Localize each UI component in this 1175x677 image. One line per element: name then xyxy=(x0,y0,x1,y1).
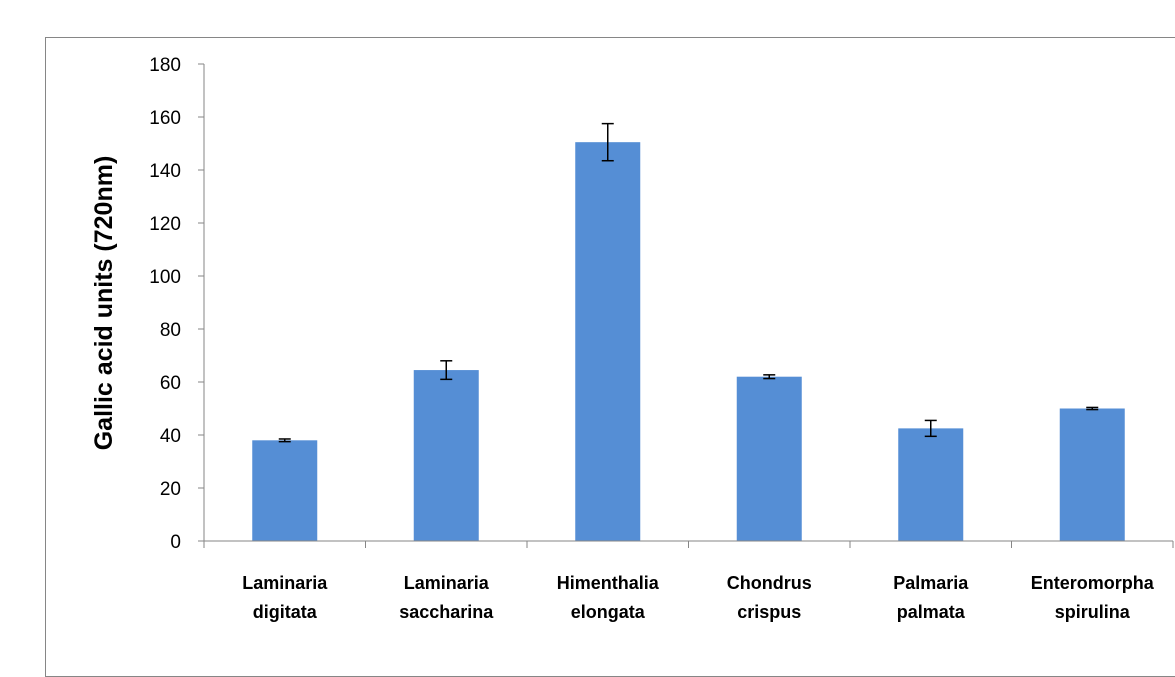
y-tick-label: 0 xyxy=(170,532,181,553)
y-tick-label: 160 xyxy=(149,108,181,129)
category-label: Palmaria palmata xyxy=(893,573,969,622)
category-label: Enteromorpha spirulina xyxy=(1031,573,1155,622)
y-tick-label: 60 xyxy=(160,373,181,394)
bar xyxy=(736,376,802,541)
bars xyxy=(252,122,1125,542)
y-tick-label: 80 xyxy=(160,320,181,341)
y-tick-label: 140 xyxy=(149,161,181,182)
bar xyxy=(1059,408,1125,541)
category-label: Chondrus crispus xyxy=(727,573,812,622)
y-axis-label: Gallic acid units (720nm) xyxy=(90,156,118,451)
bar xyxy=(898,428,964,541)
category-label: Himenthalia elongata xyxy=(557,573,660,622)
bar xyxy=(413,370,479,541)
y-axis-ticks: 0 20 40 60 80 100 120 140 160 180 xyxy=(149,55,1174,553)
bar xyxy=(575,142,641,542)
y-tick-label: 180 xyxy=(149,55,181,76)
y-tick-label: 100 xyxy=(149,267,181,288)
bar xyxy=(252,440,318,541)
y-tick-label: 20 xyxy=(160,479,181,500)
bar-chart: 0 20 40 60 80 100 120 140 160 180 Laminaria digita… xyxy=(90,55,1174,622)
category-label: Laminaria digitata xyxy=(242,573,328,622)
y-tick-label: 120 xyxy=(149,214,181,235)
category-label: Laminaria saccharina xyxy=(399,573,494,622)
x-axis-labels: Laminaria digitata Laminaria saccharina Hime… xyxy=(242,573,1155,622)
y-tick-label: 40 xyxy=(160,426,181,447)
